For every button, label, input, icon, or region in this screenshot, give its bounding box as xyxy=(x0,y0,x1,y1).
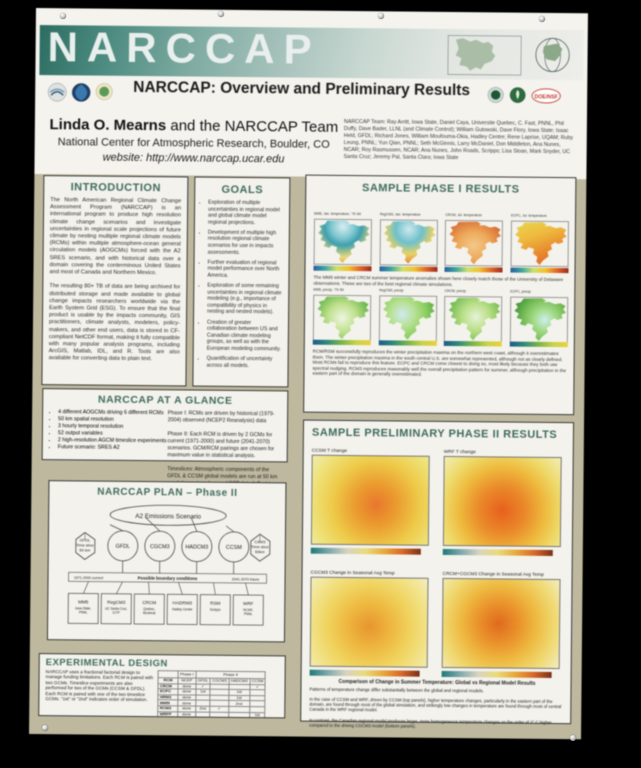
svg-text:A2 Emissions Scenario: A2 Emissions Scenario xyxy=(135,513,201,521)
svg-text:1971-2000 current: 1971-2000 current xyxy=(74,576,103,580)
svg-text:RSM: RSM xyxy=(210,601,220,606)
svg-text:CRCM: CRCM xyxy=(142,600,156,605)
svg-text:HADCM3: HADCM3 xyxy=(185,544,208,550)
svg-text:CCSM: CCSM xyxy=(226,545,242,551)
svg-text:ICTP: ICTP xyxy=(113,611,120,615)
svg-text:2041-2070 future: 2041-2070 future xyxy=(232,577,259,581)
svg-text:CGCM3: CGCM3 xyxy=(150,544,170,550)
svg-text:PNNL: PNNL xyxy=(244,612,253,616)
svg-text:50 km: 50 km xyxy=(79,547,91,552)
svg-text:GFDL: GFDL xyxy=(116,544,130,550)
svg-text:Montreal: Montreal xyxy=(143,611,156,615)
svg-text:Scripps: Scripps xyxy=(210,608,221,612)
svg-text:PNNL: PNNL xyxy=(79,610,88,614)
svg-text:Possible boundary conditions: Possible boundary conditions xyxy=(138,576,199,582)
svg-text:HADRM3: HADRM3 xyxy=(173,600,193,605)
svg-text:MM5: MM5 xyxy=(78,599,89,604)
svg-text:WRF: WRF xyxy=(243,601,254,606)
svg-text:Hadley Centre: Hadley Centre xyxy=(172,607,193,611)
svg-text:RegCM3: RegCM3 xyxy=(107,600,126,605)
svg-text:50km: 50km xyxy=(255,549,265,554)
